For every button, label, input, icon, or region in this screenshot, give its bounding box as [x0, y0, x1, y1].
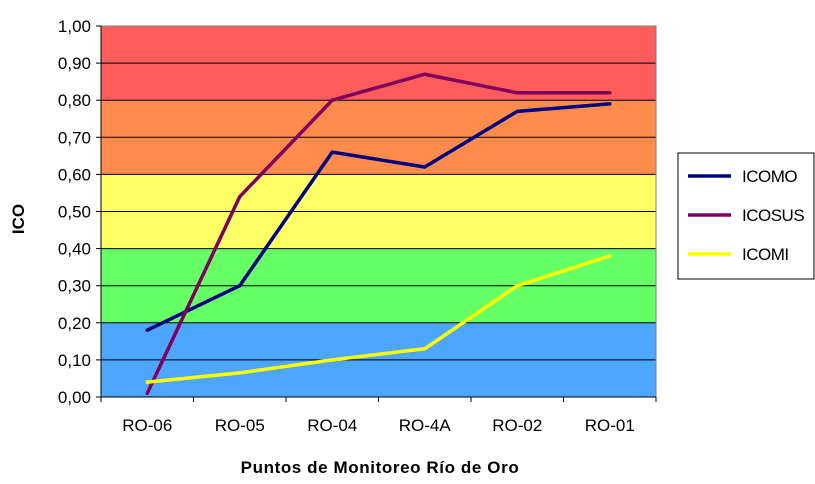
- legend-label-icomo: ICOMO: [742, 167, 797, 186]
- y-tick-label-7: 0,70: [58, 128, 91, 147]
- y-tick-label-4: 0,40: [58, 240, 91, 259]
- y-axis-title: ICO: [9, 204, 28, 234]
- x-tick-label-0: RO-06: [122, 416, 172, 435]
- x-tick-label-5: RO-01: [585, 416, 635, 435]
- series-line-icosus: [145, 72, 612, 396]
- x-tick-labels: RO-06 RO-05 RO-04 RO-4A RO-02 RO-01: [100, 397, 657, 435]
- series-line-icomi: [145, 254, 612, 384]
- y-tick-label-5: 0,50: [58, 203, 91, 222]
- x-tick-label-3: RO-4A: [399, 416, 452, 435]
- legend-label-icomi: ICOMI: [742, 245, 789, 264]
- legend-label-icosus: ICOSUS: [742, 206, 804, 225]
- y-tick-label-1: 0,10: [58, 351, 91, 370]
- legend: ICOMO ICOSUS ICOMI: [677, 152, 815, 280]
- y-tick-label-6: 0,60: [58, 165, 91, 184]
- y-tick-label-3: 0,30: [58, 277, 91, 296]
- x-tick-label-4: RO-02: [492, 416, 542, 435]
- y-tick-label-9: 0,90: [58, 54, 91, 73]
- series-line-icomo: [145, 102, 612, 332]
- y-tick-label-0: 0,00: [58, 388, 91, 407]
- y-tick-label-8: 0,80: [58, 91, 91, 110]
- y-tick-labels: 0,00 0,10 0,20 0,30 0,40 0,50 0,60 0,70 0,80 0,90…: [58, 17, 101, 407]
- x-tick-label-2: RO-04: [307, 416, 357, 435]
- y-tick-label-2: 0,20: [58, 314, 91, 333]
- legend-items: ICOMO ICOSUS ICOMI: [688, 167, 805, 264]
- x-axis-title: Puntos de Monitoreo Río de Oro: [241, 458, 520, 477]
- x-tick-label-1: RO-05: [215, 416, 265, 435]
- y-tick-label-10: 1,00: [58, 17, 91, 36]
- series-lines: [145, 72, 612, 396]
